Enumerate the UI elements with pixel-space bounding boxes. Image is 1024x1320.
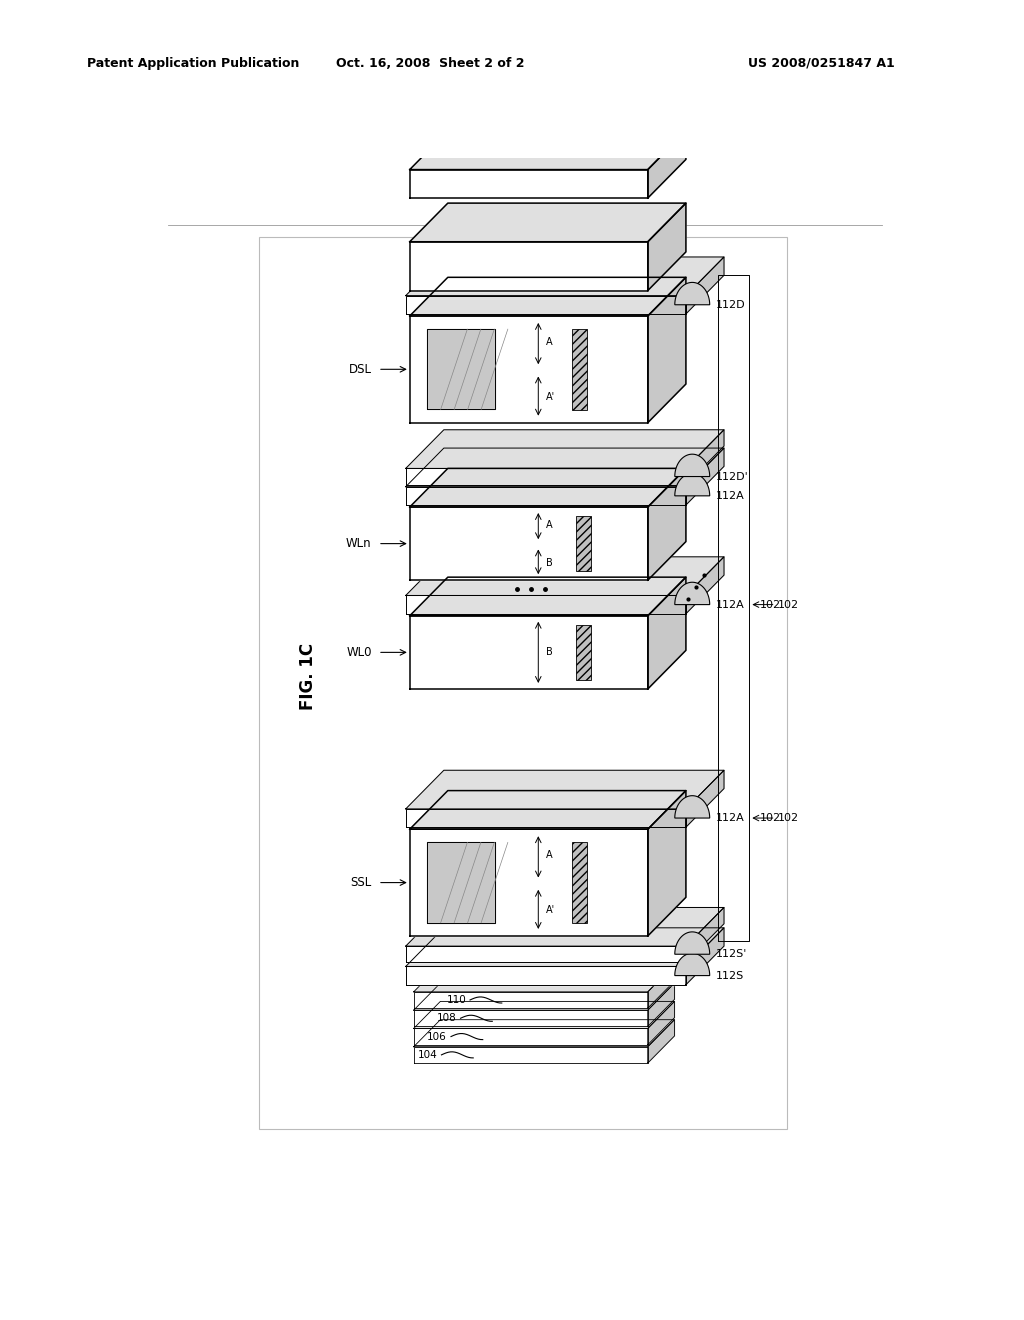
Text: 112S: 112S: [716, 970, 744, 981]
Polygon shape: [675, 932, 710, 954]
Polygon shape: [406, 966, 686, 985]
Polygon shape: [686, 447, 724, 506]
Text: WLn: WLn: [346, 537, 372, 550]
Polygon shape: [414, 983, 675, 1010]
Text: SSL: SSL: [350, 876, 372, 890]
Polygon shape: [686, 557, 724, 614]
Polygon shape: [648, 965, 675, 1008]
Polygon shape: [406, 487, 686, 506]
Text: WL0: WL0: [346, 645, 372, 659]
Polygon shape: [686, 257, 724, 314]
Polygon shape: [648, 1002, 675, 1044]
Polygon shape: [410, 791, 686, 829]
Text: 102: 102: [760, 813, 781, 824]
Text: 104: 104: [418, 1049, 437, 1060]
Polygon shape: [406, 469, 686, 484]
Text: 112A: 112A: [716, 599, 744, 610]
Polygon shape: [406, 928, 724, 966]
Polygon shape: [648, 277, 686, 422]
Polygon shape: [410, 829, 648, 936]
Polygon shape: [686, 928, 724, 985]
Polygon shape: [686, 430, 724, 484]
Polygon shape: [410, 277, 686, 315]
Text: 112A: 112A: [716, 813, 744, 824]
Polygon shape: [406, 447, 724, 487]
Text: 112D': 112D': [716, 471, 749, 482]
Polygon shape: [406, 257, 724, 296]
Text: A': A': [546, 906, 555, 915]
Polygon shape: [648, 577, 686, 689]
Text: 102: 102: [778, 599, 799, 610]
Polygon shape: [410, 507, 648, 581]
Polygon shape: [410, 203, 686, 242]
Polygon shape: [406, 771, 724, 809]
Polygon shape: [686, 771, 724, 828]
Polygon shape: [414, 965, 675, 991]
Polygon shape: [414, 1019, 675, 1047]
Bar: [577, 516, 591, 572]
Polygon shape: [406, 296, 686, 314]
Text: 112D: 112D: [716, 300, 745, 310]
Text: 106: 106: [427, 1031, 447, 1041]
Polygon shape: [406, 809, 686, 828]
Polygon shape: [410, 469, 686, 507]
Polygon shape: [414, 1047, 648, 1063]
Polygon shape: [406, 430, 724, 469]
Polygon shape: [410, 169, 648, 198]
Polygon shape: [410, 577, 686, 616]
Polygon shape: [675, 282, 710, 305]
Polygon shape: [648, 983, 675, 1027]
Bar: [571, 842, 588, 923]
Polygon shape: [414, 1028, 648, 1044]
Text: B: B: [546, 557, 553, 568]
Polygon shape: [414, 1002, 675, 1028]
Polygon shape: [410, 131, 686, 169]
Text: US 2008/0251847 A1: US 2008/0251847 A1: [748, 57, 894, 70]
Polygon shape: [406, 946, 686, 962]
Text: DSL: DSL: [348, 363, 372, 376]
Polygon shape: [406, 595, 686, 614]
Text: A: A: [546, 520, 553, 529]
Bar: [577, 624, 591, 680]
Polygon shape: [675, 953, 710, 975]
Text: 110: 110: [446, 995, 466, 1005]
Text: B: B: [546, 647, 553, 657]
Polygon shape: [675, 474, 710, 496]
Polygon shape: [675, 796, 710, 818]
Polygon shape: [406, 557, 724, 595]
Text: 112S': 112S': [716, 949, 748, 960]
Polygon shape: [648, 203, 686, 290]
Text: 112A: 112A: [716, 491, 744, 500]
Text: 108: 108: [437, 1014, 457, 1023]
Bar: [259, 236, 786, 1129]
Polygon shape: [675, 454, 710, 477]
Polygon shape: [648, 1019, 675, 1063]
Text: 102: 102: [760, 599, 781, 610]
Text: A: A: [546, 850, 553, 859]
Polygon shape: [648, 131, 686, 198]
Polygon shape: [406, 907, 724, 946]
Text: 102: 102: [778, 813, 799, 824]
Bar: [571, 329, 588, 409]
Polygon shape: [410, 242, 648, 290]
Polygon shape: [686, 907, 724, 962]
Polygon shape: [410, 616, 648, 689]
Polygon shape: [648, 469, 686, 581]
Polygon shape: [718, 276, 750, 941]
Polygon shape: [410, 315, 648, 422]
Text: Patent Application Publication: Patent Application Publication: [87, 57, 299, 70]
Polygon shape: [414, 991, 648, 1008]
Text: A': A': [546, 392, 555, 403]
Polygon shape: [414, 1010, 648, 1027]
Polygon shape: [648, 791, 686, 936]
Text: FIG. 1C: FIG. 1C: [299, 643, 316, 710]
Text: A: A: [546, 337, 553, 347]
Polygon shape: [427, 329, 495, 409]
Polygon shape: [427, 842, 495, 923]
Polygon shape: [675, 582, 710, 605]
Text: Oct. 16, 2008  Sheet 2 of 2: Oct. 16, 2008 Sheet 2 of 2: [336, 57, 524, 70]
